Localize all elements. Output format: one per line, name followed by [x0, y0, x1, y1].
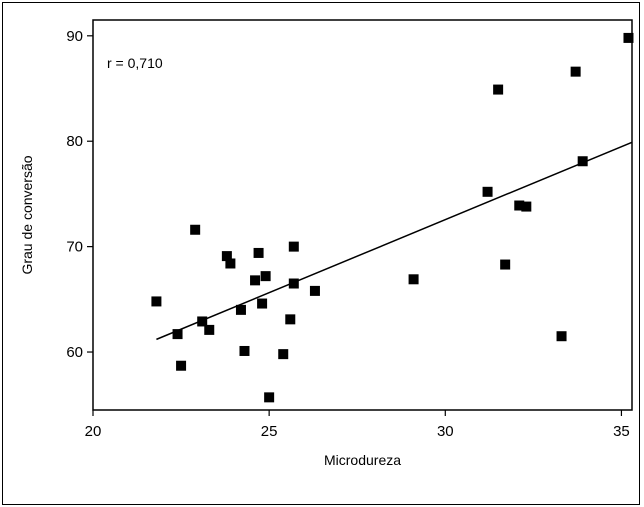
data-point: [257, 298, 268, 309]
data-point: [278, 349, 289, 360]
x-tick-label: 35: [613, 423, 630, 440]
data-point: [288, 241, 299, 252]
data-point: [190, 224, 201, 235]
data-point: [408, 274, 419, 285]
data-point: [221, 251, 232, 262]
x-tick-label: 20: [85, 423, 102, 440]
data-point: [239, 345, 250, 356]
data-point: [253, 247, 264, 258]
correlation-annotation: r = 0,710: [107, 55, 163, 71]
data-point: [176, 360, 187, 371]
data-point: [204, 324, 215, 335]
data-point: [288, 278, 299, 289]
data-point: [556, 331, 567, 342]
y-tick-label: 90: [66, 28, 83, 45]
data-point: [264, 392, 275, 403]
regression-line: [156, 141, 633, 341]
y-tick-label: 80: [66, 133, 83, 150]
y-axis-title: Grau de conversão: [19, 155, 35, 274]
y-tick-label: 70: [66, 239, 83, 256]
data-point: [623, 32, 634, 43]
data-point: [500, 259, 511, 270]
y-tick-label: 60: [66, 344, 83, 361]
data-point: [514, 200, 525, 211]
data-point: [482, 186, 493, 197]
data-point: [570, 66, 581, 77]
data-point: [250, 275, 261, 286]
data-point: [521, 201, 532, 212]
data-point: [285, 314, 296, 325]
data-point: [260, 271, 271, 282]
data-point: [197, 316, 208, 327]
x-tick-label: 30: [437, 423, 454, 440]
y-axis: 60 70 80 90: [66, 28, 93, 361]
x-axis: 20 25 30 35: [85, 410, 630, 440]
x-tick-label: 25: [261, 423, 278, 440]
data-point: [309, 285, 320, 296]
plot-area: [92, 19, 633, 411]
data-point: [493, 84, 504, 95]
data-point: [235, 304, 246, 315]
data-point: [151, 296, 162, 307]
data-point: [225, 258, 236, 269]
x-axis-title: Microdureza: [324, 452, 401, 468]
data-point: [172, 329, 183, 340]
data-point: [577, 156, 588, 167]
data-points: [151, 32, 634, 403]
